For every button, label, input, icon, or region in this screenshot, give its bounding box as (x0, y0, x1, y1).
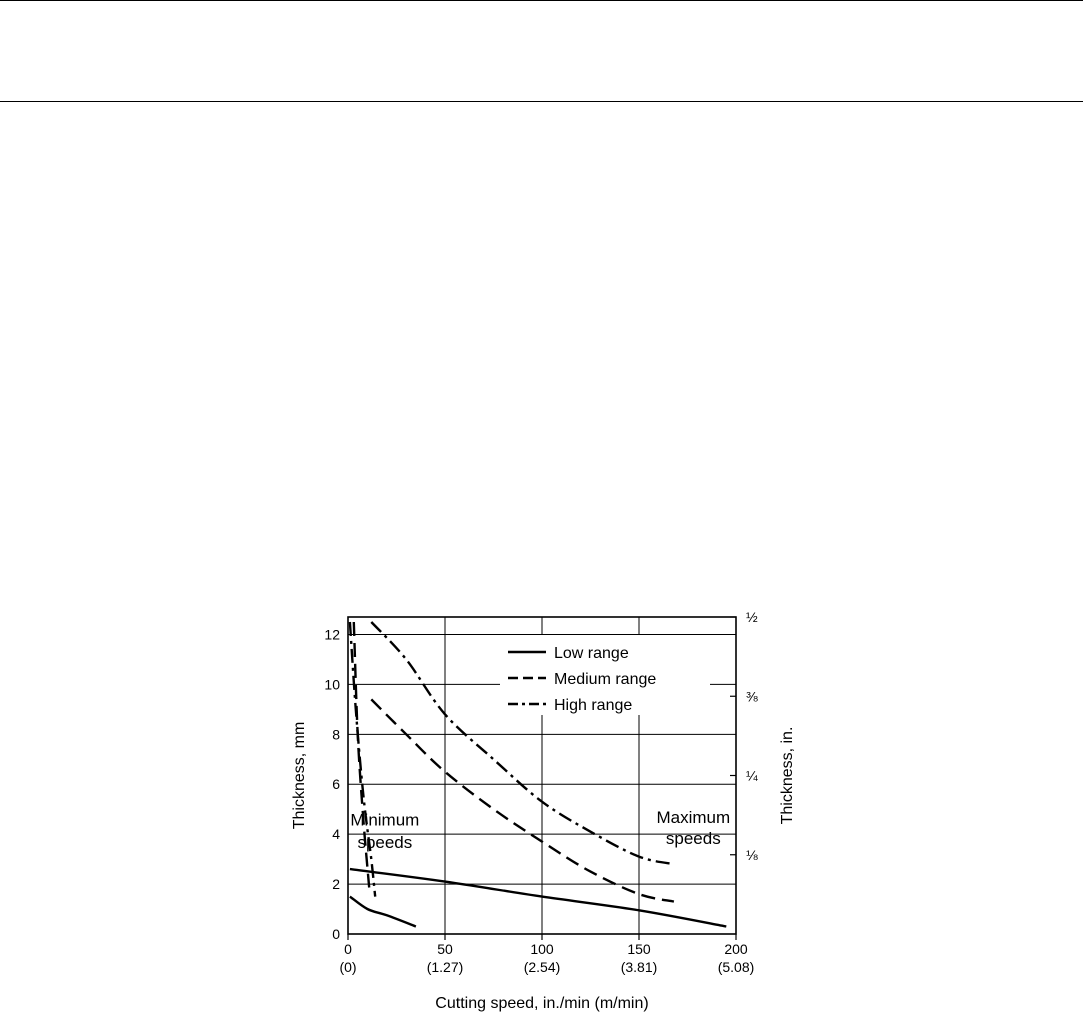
y2-tick-label: ¼ (746, 768, 758, 784)
x-tick-label: 150 (627, 941, 651, 957)
x-axis-title: Cutting speed, in./min (m/min) (435, 995, 648, 1012)
y-axis-title: Thickness, mm (291, 722, 308, 830)
y2-tick-label: ⅛ (746, 847, 758, 863)
y-tick-label: 2 (332, 876, 340, 892)
legend-background (500, 635, 710, 715)
annotation-label: speeds (666, 829, 721, 848)
high-range-maximum-curve (370, 621, 675, 866)
x-tick-sublabel: (3.81) (621, 959, 658, 975)
x-tick-label: 200 (724, 941, 748, 957)
annotation-label: Maximum (656, 808, 730, 827)
annotations: Minimum speeds Maximum speeds (350, 808, 730, 852)
x-tick-sublabel: (5.08) (718, 959, 755, 975)
y-tick-label: 4 (332, 826, 340, 842)
y-tick-label: 6 (332, 776, 340, 792)
medium-range-maximum-curve (370, 698, 675, 903)
x-tick-sublabel: (0) (339, 959, 356, 975)
x-tick-label: 50 (437, 941, 453, 957)
legend-label: Low range (554, 645, 629, 662)
top-rule (0, 0, 1083, 1)
low-range-minimum-curve (349, 895, 417, 928)
y-tick-label: 0 (332, 926, 340, 942)
y-tick-label: 12 (324, 626, 340, 642)
series-curves (348, 621, 727, 928)
x-tick-sublabel: (2.54) (524, 959, 561, 975)
y2-tick-label: ½ (746, 609, 758, 625)
legend: Low range Medium range High range (500, 635, 710, 715)
x-tick-label: 0 (344, 941, 352, 957)
y-tick-label: 8 (332, 726, 340, 742)
x-tick-label: 100 (530, 941, 554, 957)
low-range-maximum-curve (349, 867, 727, 928)
annotation-label: speeds (357, 833, 412, 852)
y-tick-label: 10 (324, 676, 340, 692)
y2-axis-title: Thickness, in. (779, 727, 796, 825)
legend-label: High range (554, 697, 632, 714)
x-tick-sublabel: (1.27) (427, 959, 464, 975)
y2-tick-label: ⅜ (746, 688, 758, 704)
annotation-label: Minimum (350, 810, 419, 829)
legend-label: Medium range (554, 671, 656, 688)
axis-ticks: 0 (0) 50 (1.27) 100 (2.54) 150 (3.81) 200 (5.08) 0… (324, 609, 758, 975)
header-bottom-rule (0, 101, 1083, 102)
medium-range-minimum-curve (352, 621, 371, 890)
high-range-minimum-curve (348, 621, 377, 897)
